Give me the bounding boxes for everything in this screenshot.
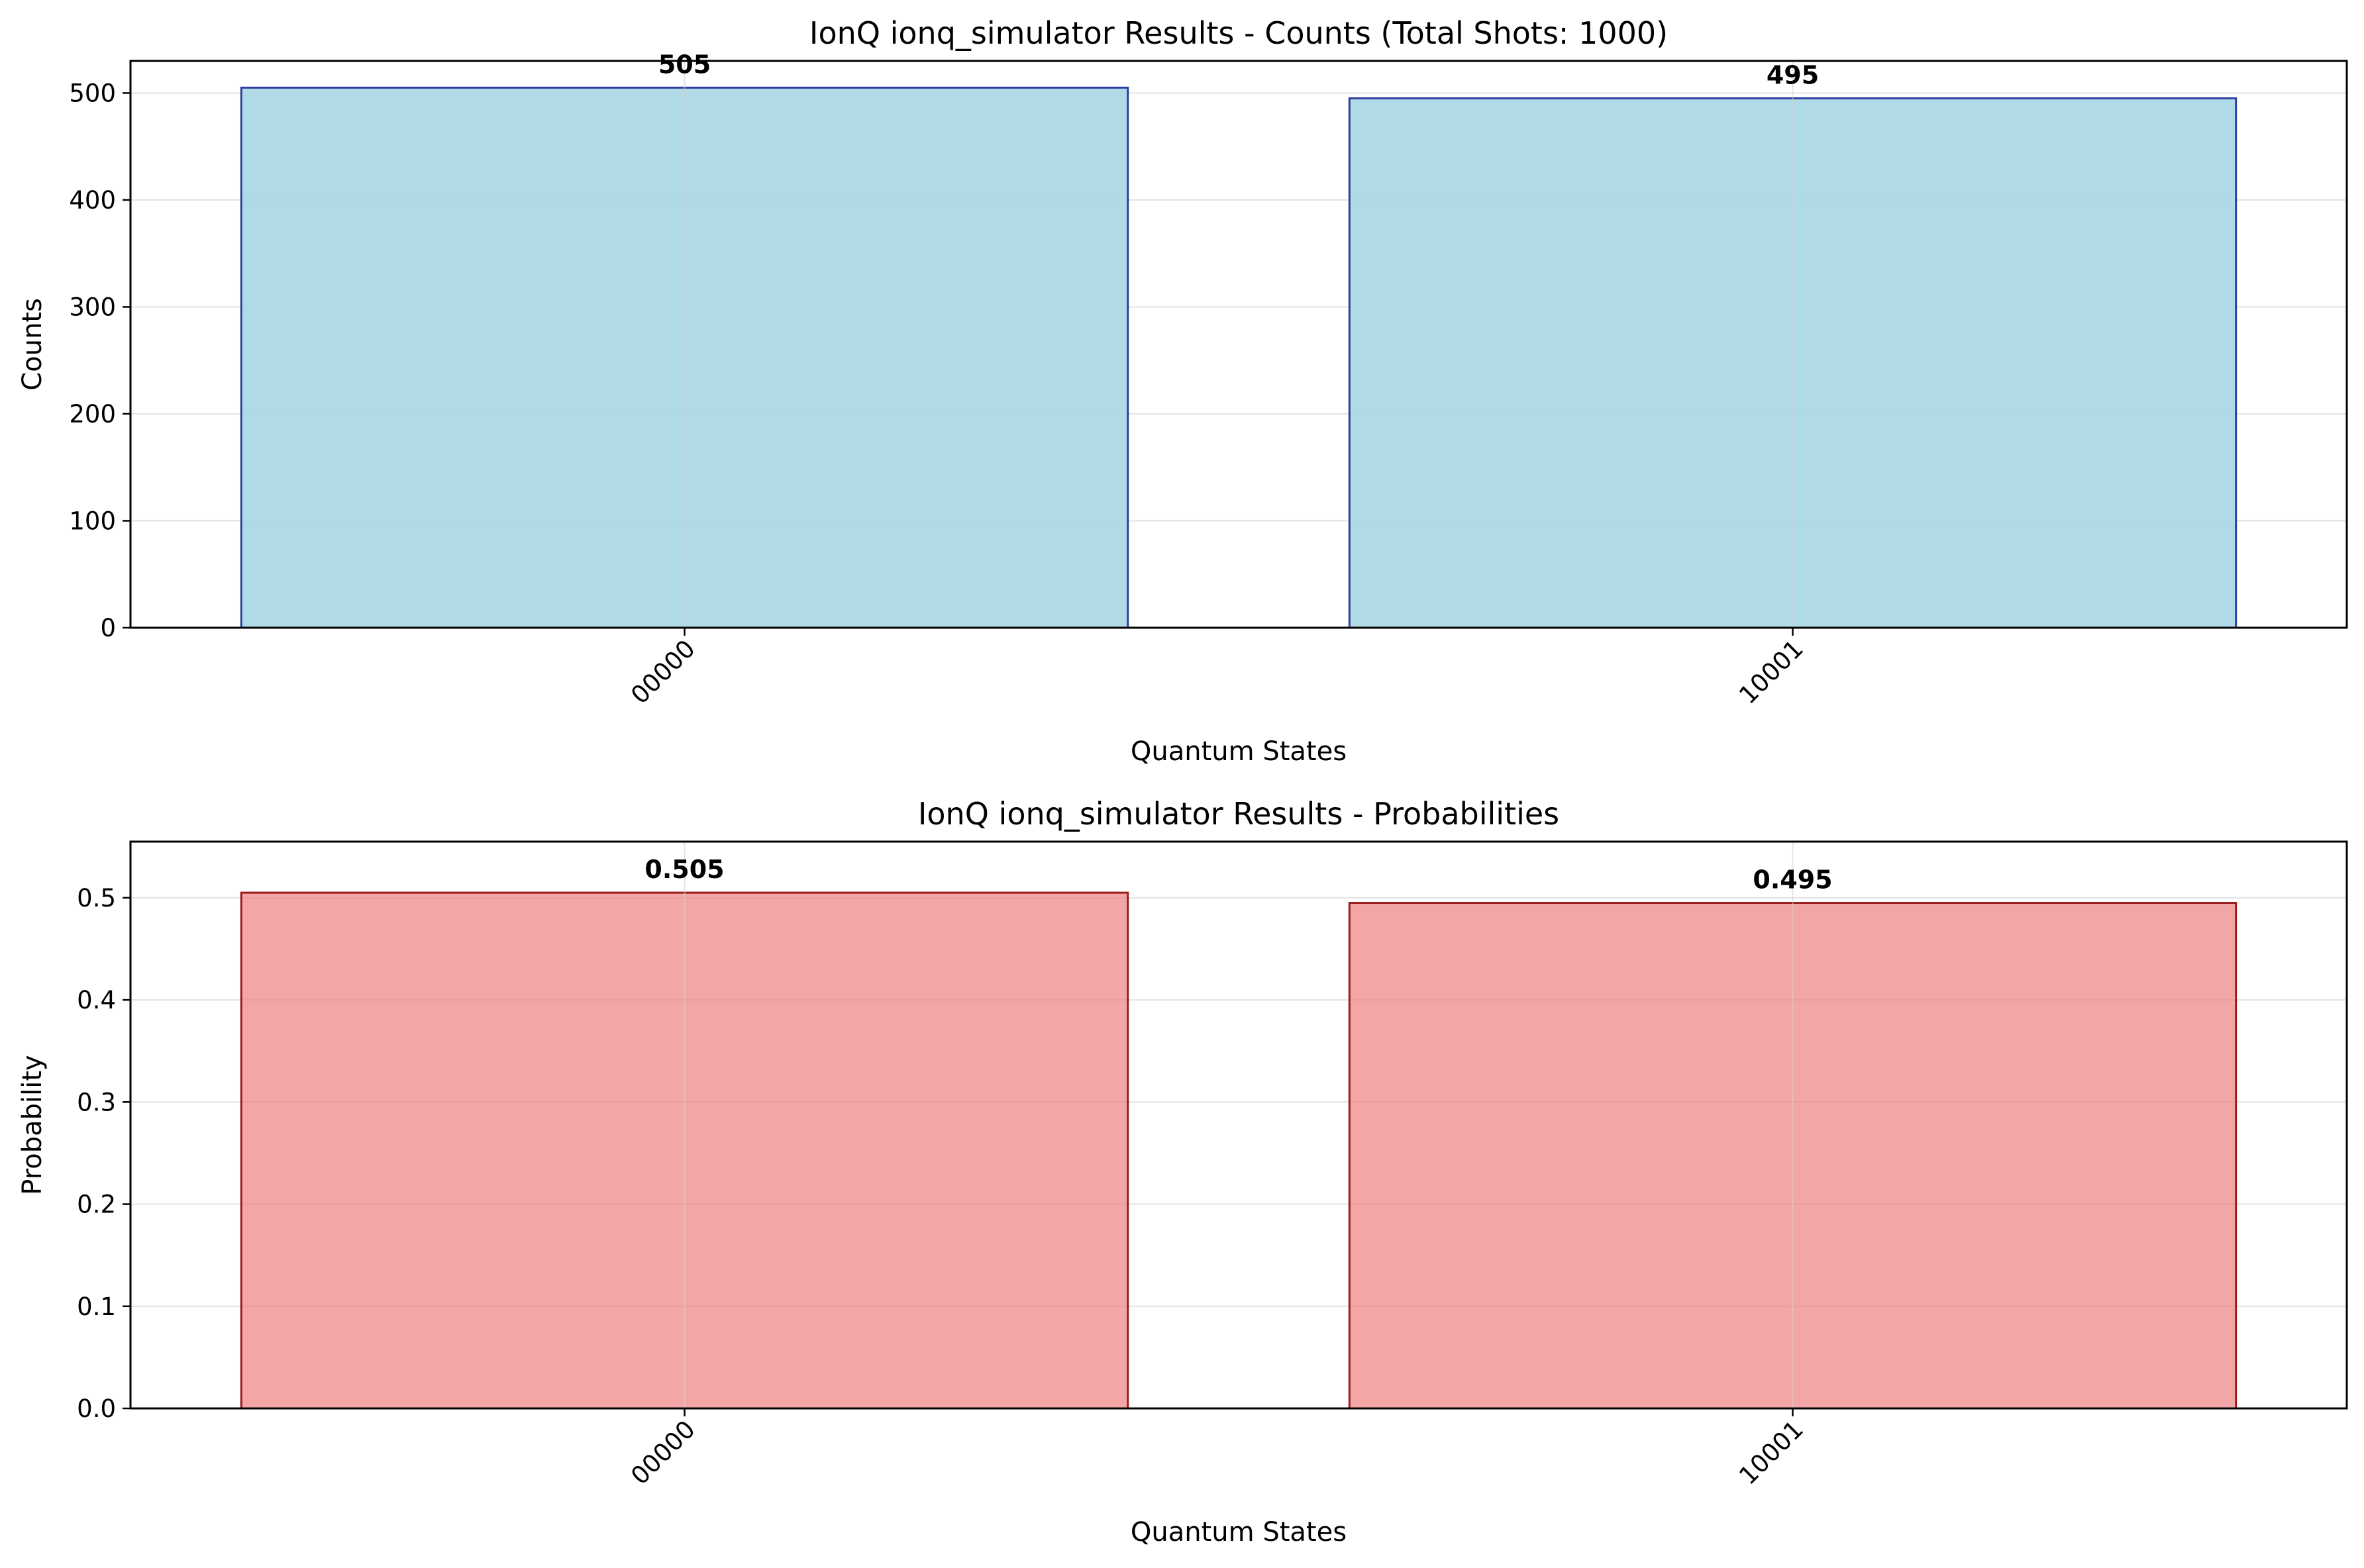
- axes-frame: [129, 840, 2348, 1410]
- axes-frame: [129, 60, 2348, 629]
- chart-title: IonQ ionq_simulator Results - Counts (To…: [809, 15, 1668, 51]
- y-tick-label: 100: [69, 507, 116, 535]
- y-tick-label: 0.3: [77, 1088, 116, 1116]
- y-tick-label: 200: [69, 400, 116, 428]
- chart-title: IonQ ionq_simulator Results - Probabilit…: [918, 796, 1559, 832]
- value-label: 495: [1767, 61, 1819, 90]
- y-tick-label: 0.2: [77, 1191, 116, 1219]
- y-tick-label: 500: [69, 79, 116, 107]
- y-tick-label: 300: [69, 293, 116, 321]
- y-tick-label: 0: [100, 614, 116, 642]
- y-tick-label: 0.1: [77, 1293, 116, 1321]
- value-label: 505: [658, 50, 711, 79]
- y-tick-label: 0.0: [77, 1395, 116, 1423]
- y-tick-label: 400: [69, 186, 116, 215]
- x-axis-label: Quantum States: [1131, 736, 1347, 767]
- x-axis-label: Quantum States: [1131, 1517, 1347, 1547]
- y-tick-label: 0.4: [77, 986, 116, 1014]
- value-label: 0.505: [644, 855, 724, 884]
- y-axis-label: Counts: [17, 298, 48, 391]
- y-axis-label: Probability: [17, 1055, 48, 1195]
- value-label: 0.495: [1753, 865, 1832, 895]
- y-tick-label: 0.5: [77, 884, 116, 912]
